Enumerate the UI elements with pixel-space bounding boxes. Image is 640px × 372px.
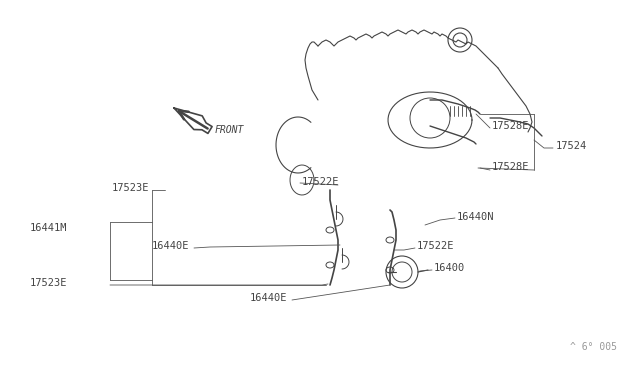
Text: 17528E: 17528E (492, 121, 529, 131)
Text: 16440E: 16440E (250, 293, 287, 303)
Text: 17522E: 17522E (302, 177, 339, 187)
Text: 16440E: 16440E (152, 241, 189, 251)
Text: 17524: 17524 (556, 141, 588, 151)
Text: FRONT: FRONT (215, 125, 244, 135)
Text: 17523E: 17523E (30, 278, 67, 288)
Text: 16400: 16400 (434, 263, 465, 273)
Text: ^ 6° 005: ^ 6° 005 (570, 342, 617, 352)
Text: 17528E: 17528E (492, 162, 529, 172)
Text: 16441M: 16441M (30, 223, 67, 233)
Text: 17523E: 17523E (112, 183, 150, 193)
Text: 16440N: 16440N (457, 212, 495, 222)
Text: 17522E: 17522E (417, 241, 454, 251)
